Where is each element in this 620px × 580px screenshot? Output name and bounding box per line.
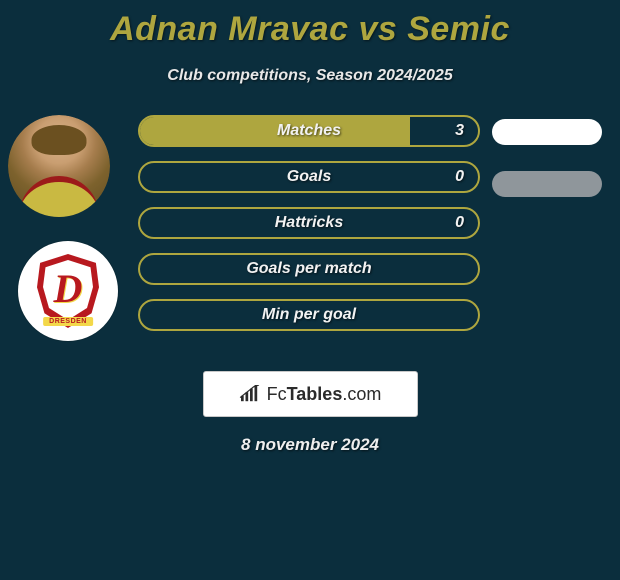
- club-initial: D: [54, 265, 83, 312]
- stat-bar-hattricks: Hattricks 0: [138, 207, 480, 239]
- opponent-pill-matches: [492, 119, 602, 145]
- brand-badge[interactable]: FcTables.com: [203, 371, 418, 417]
- stat-bar-label: Goals: [140, 163, 478, 191]
- bar-chart-icon: [239, 385, 261, 403]
- stat-bar-goals-per-match: Goals per match: [138, 253, 480, 285]
- left-column: D DRESDEN: [8, 115, 118, 341]
- brand-suffix: .com: [342, 384, 381, 404]
- stat-bar-min-per-goal: Min per goal: [138, 299, 480, 331]
- right-column: [492, 115, 602, 223]
- club-shield: D DRESDEN: [37, 254, 99, 328]
- stat-bar-label: Goals per match: [140, 255, 478, 283]
- stat-bar-label: Hattricks: [140, 209, 478, 237]
- comparison-panel: D DRESDEN Matches 3 Goals 0 Hattricks 0 …: [0, 115, 620, 365]
- stat-bar-value: 0: [455, 214, 464, 232]
- page-subtitle: Club competitions, Season 2024/2025: [0, 67, 620, 85]
- stat-bar-value: 0: [455, 168, 464, 186]
- stat-bar-matches: Matches 3: [138, 115, 480, 147]
- player-avatar: [8, 115, 110, 217]
- stat-bar-value: 3: [455, 122, 464, 140]
- brand-bold: Tables: [287, 384, 343, 404]
- page-title: Adnan Mravac vs Semic: [0, 0, 620, 49]
- brand-prefix: Fc: [267, 384, 287, 404]
- stat-bars: Matches 3 Goals 0 Hattricks 0 Goals per …: [138, 115, 480, 345]
- club-banner: DRESDEN: [43, 317, 93, 326]
- brand-text: FcTables.com: [267, 384, 382, 405]
- club-badge: D DRESDEN: [18, 241, 118, 341]
- player-photo: [8, 115, 110, 217]
- stat-bar-label: Min per goal: [140, 301, 478, 329]
- stat-bar-goals: Goals 0: [138, 161, 480, 193]
- stat-bar-label: Matches: [140, 117, 478, 145]
- snapshot-date: 8 november 2024: [0, 435, 620, 455]
- opponent-pill-goals: [492, 171, 602, 197]
